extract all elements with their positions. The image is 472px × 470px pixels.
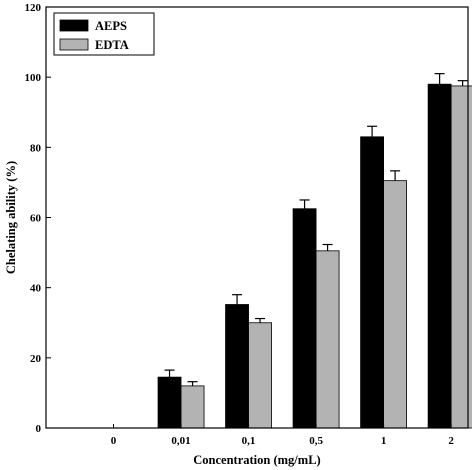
x-tick-label: 0,01 [171,435,190,447]
bar-edta [180,385,205,429]
y-tick-label: 120 [25,2,42,14]
bar-aeps [157,376,182,429]
x-tick-label: 1 [381,435,387,447]
error-bars-layer [164,73,468,386]
bar-edta [315,250,340,429]
y-tick-label: 0 [36,423,42,435]
legend: AEPS EDTA [53,12,155,56]
legend-swatch-aeps [59,19,89,32]
y-tick-label: 40 [30,283,42,295]
y-axis-label: Chelating ability (%) [4,161,18,274]
x-tick-label: 0 [111,435,117,447]
bar-aeps [427,83,452,429]
x-axis-label: Concentration (mg/mL) [193,453,320,467]
bars-layer [157,83,472,429]
y-axis: 0 20 40 60 80 100 120 [25,2,51,435]
legend-label-aeps: AEPS [95,19,127,33]
bar-aeps [292,208,317,429]
x-tick-label: 2 [448,435,454,447]
y-tick-label: 80 [30,142,42,154]
legend-swatch-edta [59,38,89,51]
x-axis: 0 0,01 0,1 0,5 1 2 [111,424,454,447]
bar-edta [450,85,472,429]
y-tick-label: 60 [30,213,42,225]
bar-edta [383,180,408,429]
x-tick-label: 0,1 [242,435,256,447]
bar-aeps [225,304,249,429]
y-tick-label: 100 [25,72,42,84]
bar-aeps [360,136,385,429]
x-tick-label: 0,5 [309,435,323,447]
y-tick-label: 20 [30,353,42,365]
legend-label-edta: EDTA [95,38,129,52]
bar-edta [248,322,272,429]
